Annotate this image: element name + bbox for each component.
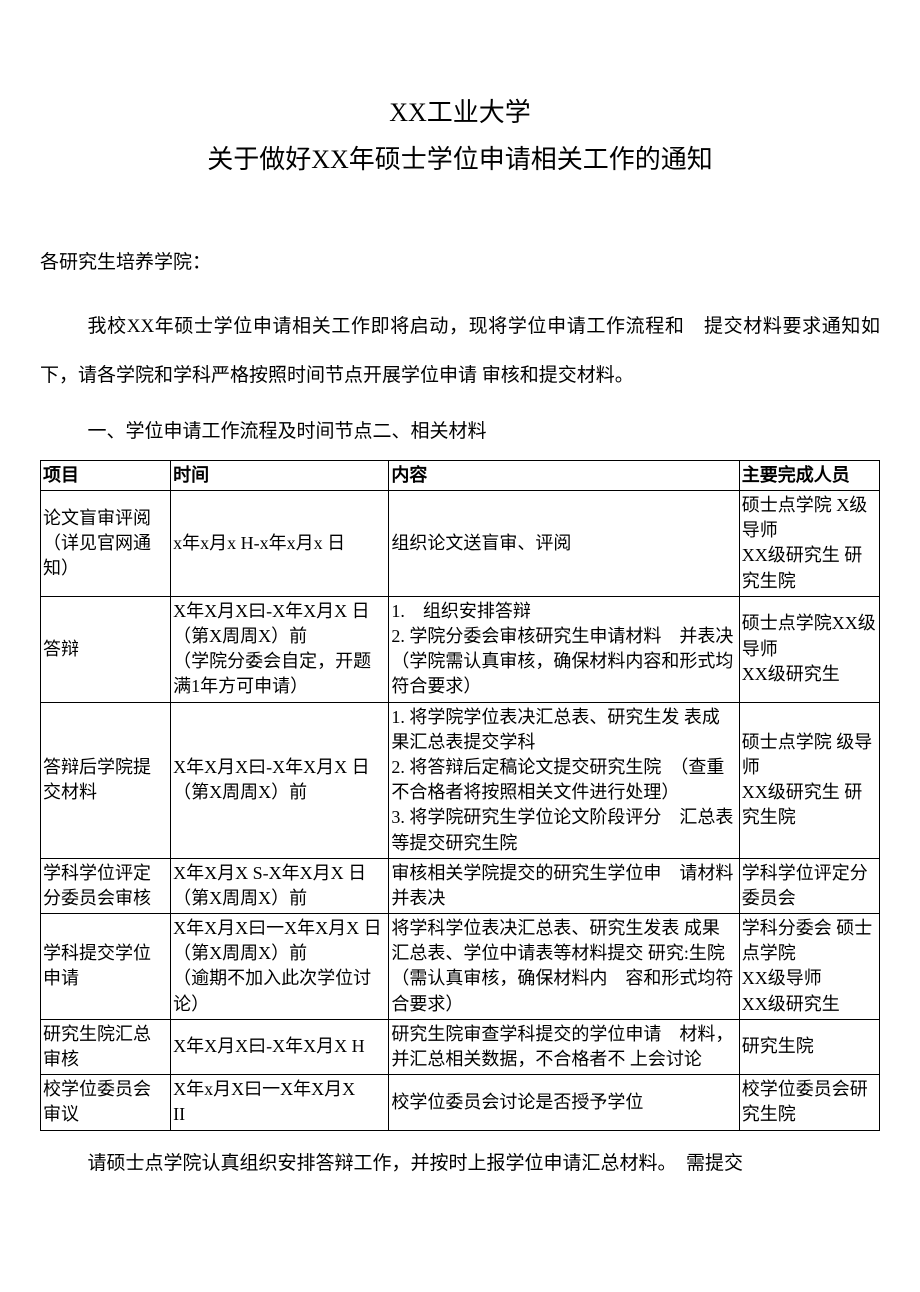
cell-item: 答辩 — [41, 596, 171, 702]
table-row: 学科学位评定分委员会审核X年X月X S-X年X月X 日（第X周周X）前审核相关学… — [41, 858, 880, 913]
document-title: 关于做好XX年硕士学位申请相关工作的通知 — [40, 137, 880, 184]
cell-time: X年X月X S-X年X月X 日（第X周周X）前 — [171, 858, 389, 913]
cell-item: 答辩后学院提交材料 — [41, 702, 171, 858]
cell-content: 1. 将学院学位表决汇总表、研究生发 表成果汇总表提交学科 2. 将答辩后定稿论… — [389, 702, 739, 858]
table-row: 校学位委员会审议X年x月X曰一X年X月X II校学位委员会讨论是否授予学位校学位… — [41, 1075, 880, 1130]
cell-content: 校学位委员会讨论是否授予学位 — [389, 1075, 739, 1130]
cell-item: 校学位委员会审议 — [41, 1075, 171, 1130]
header-item: 项目 — [41, 460, 171, 490]
footer-paragraph: 请硕士点学院认真组织安排答辩工作，并按时上报学位申请汇总材料。 需提交 — [40, 1143, 880, 1185]
table-header-row: 项目 时间 内容 主要完成人员 — [41, 460, 880, 490]
institution-name: XX工业大学 — [40, 90, 880, 137]
table-row: 论文盲审评阅（详见官网通知）x年x月x H-x年x月x 日组织论文送盲审、评阅硕… — [41, 491, 880, 597]
cell-time: X年X月X曰-X年X月X 日（第X周周X）前 （学院分委会自定，开题满1年方可申… — [171, 596, 389, 702]
cell-time: X年x月X曰一X年X月X II — [171, 1075, 389, 1130]
cell-time: X年X月X曰一X年X月X 日（第X周周X）前 （逾期不加入此次学位讨论） — [171, 914, 389, 1020]
cell-item: 学科提交学位申请 — [41, 914, 171, 1020]
workflow-table: 项目 时间 内容 主要完成人员 论文盲审评阅（详见官网通知）x年x月x H-x年… — [40, 460, 880, 1131]
cell-person: 硕士点学院 级导师 XX级研究生 研究生院 — [739, 702, 879, 858]
cell-time: X年X月X曰-X年X月X H — [171, 1019, 389, 1074]
cell-content: 审核相关学院提交的研究生学位申 请材料并表决 — [389, 858, 739, 913]
table-row: 答辩后学院提交材料X年X月X曰-X年X月X 日（第X周周X）前1. 将学院学位表… — [41, 702, 880, 858]
cell-content: 将学科学位表决汇总表、研究生发表 成果汇总表、学位中请表等材料提交 研究:生院（… — [389, 914, 739, 1020]
cell-person: 硕士点学院 X级导师 XX级研究生 研究生院 — [739, 491, 879, 597]
cell-person: 学科学位评定分委员会 — [739, 858, 879, 913]
salutation: 各研究生培养学院： — [40, 244, 880, 282]
cell-person: 硕士点学院XX级导师 XX级研究生 — [739, 596, 879, 702]
header-time: 时间 — [171, 460, 389, 490]
cell-content: 1. 组织安排答辩 2. 学院分委会审核研究生申请材料 并表决 （学院需认真审核… — [389, 596, 739, 702]
table-row: 学科提交学位申请X年X月X曰一X年X月X 日（第X周周X）前 （逾期不加入此次学… — [41, 914, 880, 1020]
cell-item: 研究生院汇总审核 — [41, 1019, 171, 1074]
cell-time: X年X月X曰-X年X月X 日（第X周周X）前 — [171, 702, 389, 858]
header-person: 主要完成人员 — [739, 460, 879, 490]
cell-person: 校学位委员会研究生院 — [739, 1075, 879, 1130]
header-content: 内容 — [389, 460, 739, 490]
cell-person: 学科分委会 硕士点学院 XX级导师 XX级研究生 — [739, 914, 879, 1020]
table-row: 研究生院汇总审核X年X月X曰-X年X月X H研究生院审查学科提交的学位申请 材料… — [41, 1019, 880, 1074]
table-row: 答辩X年X月X曰-X年X月X 日（第X周周X）前 （学院分委会自定，开题满1年方… — [41, 596, 880, 702]
cell-item: 学科学位评定分委员会审核 — [41, 858, 171, 913]
intro-paragraph: 我校XX年硕士学位申请相关工作即将启动，现将学位申请工作流程和 提交材料要求通知… — [40, 302, 880, 401]
cell-person: 研究生院 — [739, 1019, 879, 1074]
cell-time: x年x月x H-x年x月x 日 — [171, 491, 389, 597]
cell-content: 研究生院审查学科提交的学位申请 材料，并汇总相关数据，不合格者不 上会讨论 — [389, 1019, 739, 1074]
cell-item: 论文盲审评阅（详见官网通知） — [41, 491, 171, 597]
cell-content: 组织论文送盲审、评阅 — [389, 491, 739, 597]
section-heading: 一、学位申请工作流程及时间节点二、相关材料 — [40, 408, 880, 456]
